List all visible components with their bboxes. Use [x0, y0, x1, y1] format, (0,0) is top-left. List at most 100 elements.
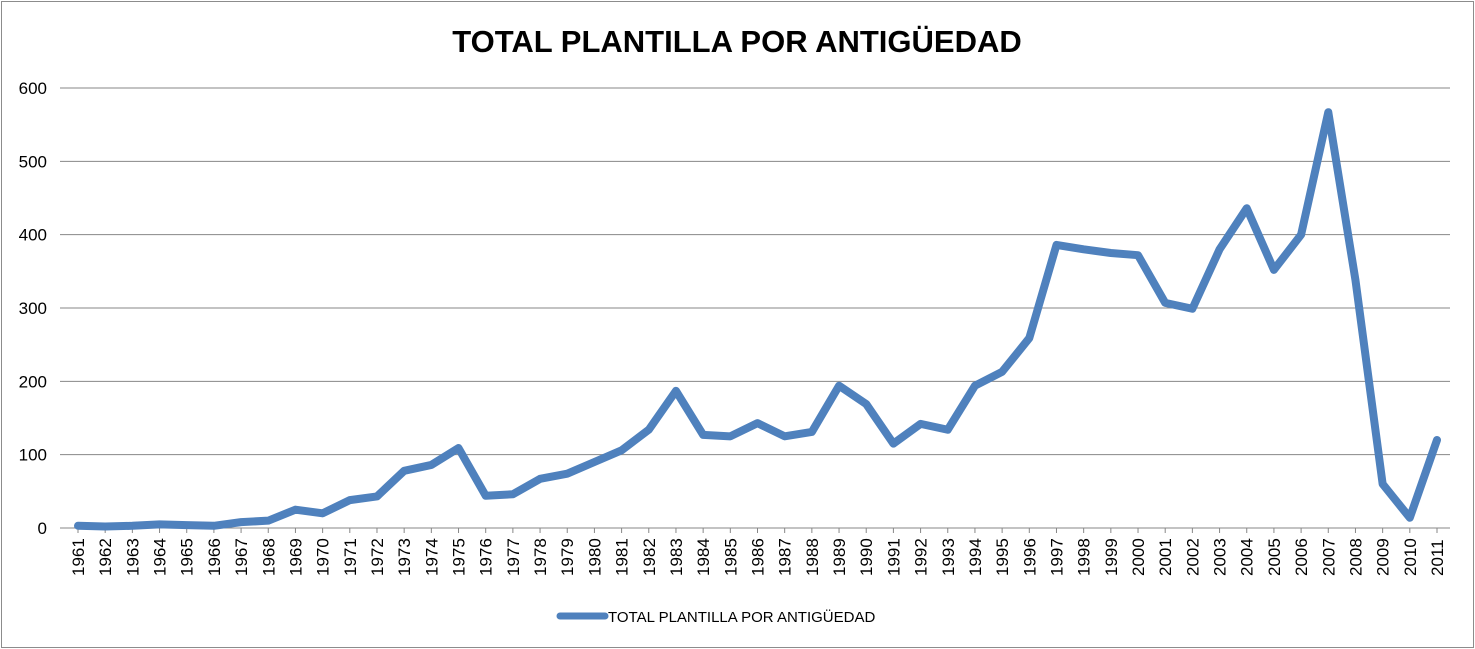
data-point-2004: [1246, 207, 1248, 209]
data-point-1990: [865, 403, 867, 405]
data-point-2002: [1191, 308, 1193, 310]
data-point-1973: [403, 470, 405, 472]
x-tick-label: 1978: [531, 538, 550, 576]
x-tick-label: 1966: [205, 538, 224, 576]
data-point-2001: [1164, 302, 1166, 304]
x-tick-label: 1999: [1102, 538, 1121, 576]
data-point-1984: [702, 434, 704, 436]
x-tick-label: 1990: [857, 538, 876, 576]
x-tick-label: 2007: [1319, 538, 1338, 576]
data-point-1968: [267, 520, 269, 522]
data-point-1965: [186, 524, 188, 526]
x-tick-label: 1965: [178, 538, 197, 576]
x-tick-label: 1968: [259, 538, 278, 576]
data-point-1967: [240, 521, 242, 523]
x-tick-label: 2010: [1401, 538, 1420, 576]
data-point-1994: [974, 385, 976, 387]
data-point-2007: [1327, 111, 1329, 113]
x-tick-label: 1979: [558, 538, 577, 576]
series-line: [74, 108, 1441, 531]
data-point-1966: [213, 525, 215, 527]
data-point-1997: [1055, 244, 1057, 246]
x-tick-label: 1998: [1075, 538, 1094, 576]
x-tick-label: 1982: [640, 538, 659, 576]
data-point-1963: [131, 525, 133, 527]
data-point-1981: [621, 449, 623, 451]
x-tick-label: 1986: [749, 538, 768, 576]
chart-title: TOTAL PLANTILLA POR ANTIGÜEDAD: [452, 24, 1021, 59]
x-tick-label: 1971: [341, 538, 360, 576]
x-tick-label: 2001: [1156, 538, 1175, 576]
data-point-1995: [1001, 371, 1003, 373]
x-tick-label: 1961: [69, 538, 88, 576]
y-tick-label: 0: [38, 519, 47, 538]
x-tick-label: 1984: [694, 538, 713, 576]
x-tick-label: 1996: [1020, 538, 1039, 576]
data-point-1969: [294, 509, 296, 511]
data-point-1987: [784, 435, 786, 437]
x-tick-label: 1987: [776, 538, 795, 576]
x-tick-label: 2003: [1211, 538, 1230, 576]
x-tick-label: 1994: [966, 538, 985, 576]
x-tick-label: 1991: [884, 538, 903, 576]
data-point-1970: [322, 512, 324, 514]
y-tick-label: 300: [19, 299, 47, 318]
x-tick-label: 1997: [1047, 538, 1066, 576]
x-tick-label: 2008: [1346, 538, 1365, 576]
x-tick-label: 1992: [912, 538, 931, 576]
x-tick-label: 2000: [1129, 538, 1148, 576]
x-tick-label: 1969: [286, 538, 305, 576]
data-point-1978: [539, 478, 541, 480]
data-point-2000: [1137, 254, 1139, 256]
x-tick-label: 1975: [450, 538, 469, 576]
data-point-2005: [1273, 269, 1275, 271]
data-point-1979: [566, 473, 568, 475]
x-tick-label: 1985: [721, 538, 740, 576]
data-point-2003: [1219, 248, 1221, 250]
data-point-1972: [376, 495, 378, 497]
x-tick-label: 1963: [123, 538, 142, 576]
data-point-1977: [512, 493, 514, 495]
data-point-1961: [77, 525, 79, 527]
y-tick-label: 600: [19, 79, 47, 98]
x-tick-label: 1988: [803, 538, 822, 576]
x-tick-label: 2004: [1238, 538, 1257, 576]
legend: TOTAL PLANTILLA POR ANTIGÜEDAD: [556, 608, 875, 626]
x-tick-label: 1993: [939, 538, 958, 576]
x-tick-label: 1981: [613, 538, 632, 576]
legend-label: TOTAL PLANTILLA POR ANTIGÜEDAD: [608, 608, 875, 626]
data-point-1992: [920, 423, 922, 425]
data-point-1991: [892, 443, 894, 445]
x-tick-label: 1962: [96, 538, 115, 576]
y-tick-label: 400: [19, 226, 47, 245]
x-tick-label: 1977: [504, 538, 523, 576]
x-tick-label: 2005: [1265, 538, 1284, 576]
x-tick-label: 1970: [314, 538, 333, 576]
data-point-2008: [1354, 279, 1356, 281]
x-tick-label: 1980: [585, 538, 604, 576]
data-point-1982: [648, 429, 650, 431]
data-point-1962: [104, 526, 106, 528]
x-tick-label: 2011: [1428, 539, 1447, 576]
data-point-1999: [1110, 252, 1112, 254]
x-tick-label: 1976: [477, 538, 496, 576]
x-tick-label: 1972: [368, 538, 387, 576]
x-tick-label: 1973: [395, 538, 414, 576]
y-tick-label: 500: [19, 152, 47, 171]
data-point-2009: [1382, 483, 1384, 485]
x-tick-label: 1967: [232, 538, 251, 576]
data-point-1986: [757, 422, 758, 424]
x-tick-label: 1964: [151, 538, 170, 576]
x-tick-label: 1983: [667, 538, 686, 576]
data-point-1971: [349, 499, 351, 501]
data-point-1985: [729, 435, 731, 437]
data-point-1975: [458, 447, 460, 449]
x-tick-label: 1989: [830, 538, 849, 576]
data-point-1998: [1083, 248, 1085, 250]
data-point-2010: [1409, 517, 1411, 519]
data-point-1983: [675, 390, 677, 392]
data-point-1989: [838, 385, 840, 387]
x-tick-label: 2002: [1183, 538, 1202, 576]
